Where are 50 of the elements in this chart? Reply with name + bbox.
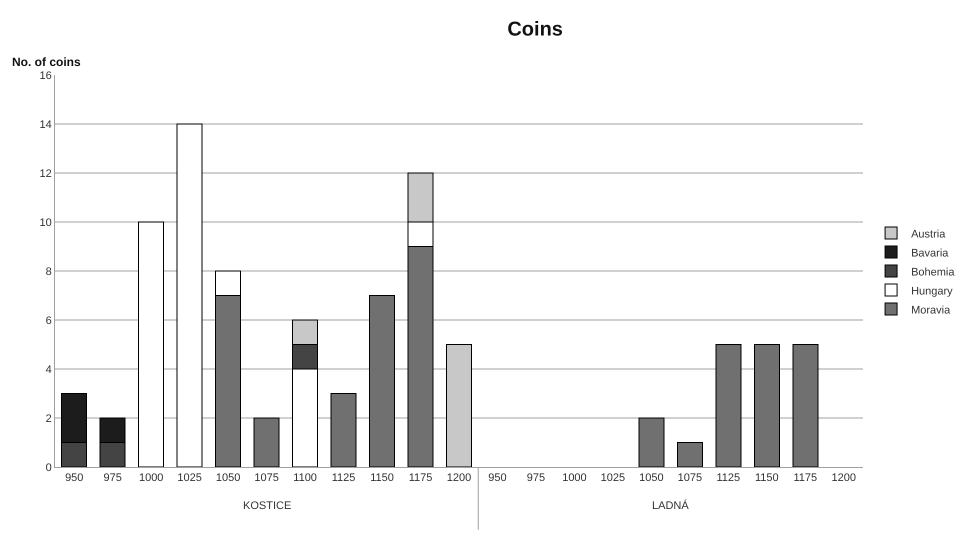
- x-tick-label: 1000: [138, 472, 164, 484]
- x-tick-label: 1175: [408, 472, 432, 484]
- legend-label: Bavaria: [911, 247, 950, 260]
- x-tick-label: 950: [65, 472, 84, 484]
- legend-label: Moravia: [911, 304, 952, 316]
- y-tick-label: 12: [40, 168, 52, 180]
- x-tick-label: 1150: [370, 472, 394, 484]
- text: LADNÁ: [652, 499, 690, 512]
- y-axis-title: No. of coins: [12, 55, 81, 69]
- x-tick-label: 1075: [678, 472, 702, 484]
- bar: [676, 442, 703, 467]
- y-tick-label: 8: [46, 266, 52, 278]
- bar: [715, 344, 742, 467]
- x-tick-label: 1000: [562, 472, 587, 484]
- bar: [369, 295, 396, 467]
- y-tick-label: 14: [40, 118, 52, 131]
- bar: [138, 222, 164, 467]
- x-tick-label: 975: [526, 472, 546, 484]
- y-tick-label: 6: [46, 314, 52, 327]
- x-tick-label: 1050: [216, 472, 240, 484]
- legend-label: Bohemia: [911, 266, 956, 278]
- x-tick-label: 1200: [832, 472, 856, 484]
- legend-label: Hungary: [911, 285, 954, 298]
- x-tick-label: 950: [488, 472, 507, 484]
- bar: [330, 393, 357, 467]
- x-tick-label: 975: [104, 472, 122, 484]
- bar: [254, 418, 280, 467]
- x-tick-label: 1150: [754, 472, 779, 484]
- chart-title: Coins: [507, 18, 563, 41]
- bar: [176, 124, 203, 467]
- x-tick-label: 1200: [446, 472, 472, 484]
- y-tick-label: 2: [46, 412, 52, 425]
- bar: [754, 344, 780, 467]
- bar: [446, 344, 472, 467]
- x-tick-label: 1075: [254, 472, 279, 484]
- bar: [638, 418, 664, 467]
- x-tick-label: 1125: [332, 472, 356, 484]
- y-tick-label: 16: [40, 70, 52, 82]
- text: KOSTICE: [243, 500, 292, 512]
- x-tick-label: 1050: [639, 472, 664, 484]
- y-tick-label: 10: [40, 216, 52, 229]
- y-tick-label: 0: [46, 462, 52, 474]
- x-tick-label: 1125: [716, 472, 740, 484]
- x-tick-label: 1175: [793, 472, 818, 484]
- y-tick-label: 4: [46, 364, 52, 376]
- x-tick-label: 1025: [177, 472, 202, 484]
- legend-label: Austria: [911, 228, 946, 240]
- bar: [792, 344, 818, 467]
- x-tick-label: 1100: [293, 472, 317, 484]
- x-tick-label: 1025: [600, 472, 626, 484]
